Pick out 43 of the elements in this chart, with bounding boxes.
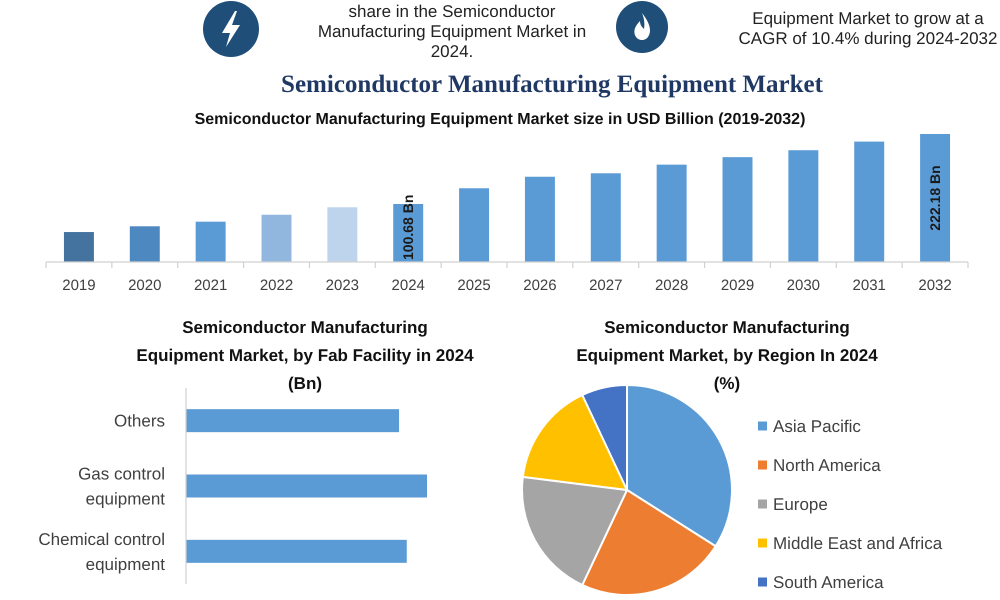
y-tick-label: Gas control equipment	[78, 464, 166, 508]
legend-label: Asia Pacific	[773, 416, 862, 436]
x-tick-label: 2027	[589, 277, 622, 294]
bar	[196, 222, 226, 262]
bar	[524, 176, 555, 262]
legend-label: Middle East and Africa	[773, 534, 943, 553]
bar	[920, 134, 950, 262]
bar	[590, 173, 621, 262]
bar	[130, 226, 160, 262]
legend-label: North America	[773, 456, 882, 475]
x-tick-label: 2021	[194, 277, 228, 294]
x-tick-label: 2022	[260, 277, 294, 294]
y-tick-label: Chemical control equipment	[38, 530, 166, 574]
x-tick-label: 2032	[918, 277, 952, 294]
data-label: 222.18 Bn	[927, 165, 944, 231]
x-tick-label: 2029	[720, 277, 754, 294]
x-tick-label: 2025	[457, 277, 491, 294]
x-tick-label: 2023	[326, 277, 360, 294]
bar	[327, 207, 358, 262]
bar	[459, 188, 490, 262]
data-label: 100.68 Bn	[400, 194, 416, 260]
bar	[788, 150, 818, 262]
y-tick-label: Others	[114, 412, 165, 431]
legend-label: South America	[773, 572, 884, 592]
x-tick-label: 2030	[786, 277, 820, 294]
x-tick-label: 2020	[128, 277, 162, 294]
bar	[854, 142, 884, 262]
bar	[656, 164, 687, 262]
x-tick-label: 2019	[62, 277, 96, 294]
x-tick-label: 2028	[654, 277, 688, 294]
legend-label: Europe	[773, 494, 828, 514]
bar	[64, 232, 94, 262]
x-tick-label: 2031	[852, 277, 886, 294]
x-tick-label: 2024	[392, 277, 425, 294]
chart-subtitle: Semiconductor Manufacturing Equipment Market size in USD Billion (2019-2032)	[194, 111, 806, 128]
x-tick-label: 2026	[523, 277, 557, 294]
text: share in the Semiconductor Manufacturing Equipment Market in 2024.	[318, 2, 586, 61]
bar	[722, 157, 752, 262]
chart-title: Semiconductor Manufacturing Equipment Market, by Region In 2024 (%)	[576, 318, 878, 393]
text: Equipment Market to grow at a CAGR of 10.4% during 2024-2032	[738, 9, 998, 48]
chart-title: Semiconductor Manufacturing Equipment Market, by Fab Facility in 2024 (Bn)	[136, 318, 474, 393]
bar	[262, 214, 292, 262]
chart-title: Semiconductor Manufacturing Equipment Market	[281, 71, 824, 98]
